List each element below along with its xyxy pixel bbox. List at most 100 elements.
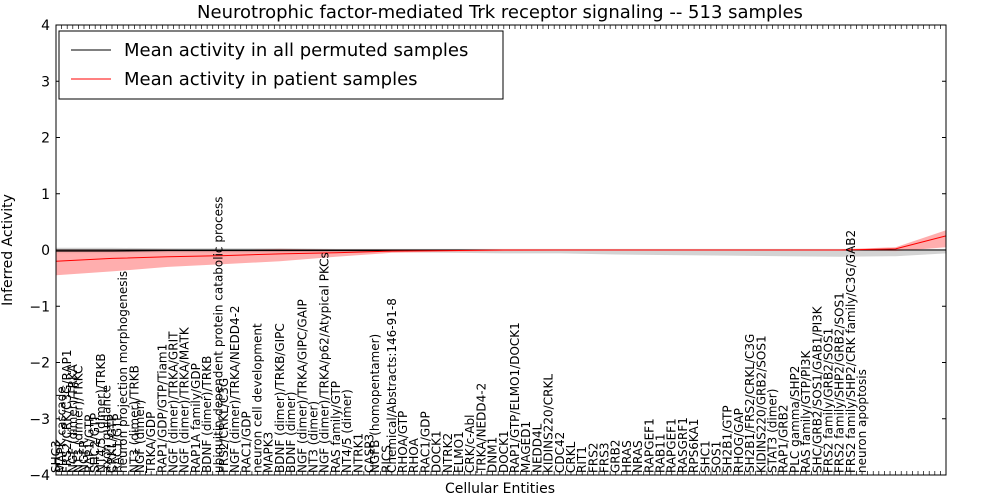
entity-label: RAP1A family/GDP bbox=[189, 363, 203, 473]
entity-label: RICS bbox=[379, 445, 393, 473]
entity-label: neuron projection morphogenesis bbox=[116, 271, 130, 473]
entity-label: HRAS bbox=[620, 440, 634, 473]
entity-label: NGFB (homopentamer) bbox=[368, 334, 382, 473]
entity-label: RASGRF1 bbox=[676, 417, 690, 473]
entity-label: BDNF (dimer) bbox=[284, 392, 298, 474]
entity-label: RAP1/GTP/ELMO1/DOCK1 bbox=[508, 322, 522, 473]
entity-label: RAC1/GDP bbox=[418, 411, 432, 473]
entity-label: RHOA bbox=[407, 437, 421, 473]
entity-label: NT3 (dimer)/TRKB bbox=[127, 365, 141, 473]
entity-label: STAT3 (dimer) bbox=[766, 389, 780, 473]
entity-label: NT3 (dimer)/TRKC bbox=[71, 366, 85, 473]
entity-label: CRKL/GTP bbox=[105, 414, 119, 473]
entity-label: RAPGEF1 bbox=[642, 418, 656, 473]
entity-label: NGF (dimer) bbox=[133, 400, 147, 473]
y-tick-label: −3 bbox=[29, 412, 50, 428]
y-tick-label: −4 bbox=[29, 468, 50, 484]
entity-label: neuron cell development bbox=[251, 323, 265, 473]
entity-label: NT4/5 (dimer)/TRKB bbox=[94, 353, 108, 473]
entity-label: NGF (dimer)/TRKA bbox=[66, 363, 80, 473]
y-tick-label: 0 bbox=[41, 243, 50, 259]
entity-label: CRK/c-Abl bbox=[463, 415, 477, 473]
patient-line bbox=[55, 235, 947, 262]
entity-label: NEDD4L bbox=[530, 423, 544, 473]
entity-label: Chemical/Abstracts:146-91-8 bbox=[385, 298, 399, 473]
entity-label: CASP3 bbox=[363, 434, 377, 473]
entity-label: NGFR bbox=[77, 439, 91, 473]
entity-label: RPS6KA1 bbox=[687, 419, 701, 473]
entity-label: NGF (dimer)/TRKA/GRIT bbox=[167, 331, 181, 473]
entity-label: SHC1 bbox=[698, 440, 712, 473]
entity-label: SH2B1/GTP bbox=[721, 405, 735, 473]
chart-title: Neurotrophic factor-mediated Trk recepto… bbox=[197, 2, 803, 23]
x-axis-title: Cellular Entities bbox=[445, 481, 555, 497]
entity-label: RAC1/GTP bbox=[111, 414, 125, 473]
entity-label: DOCK1 bbox=[497, 430, 511, 473]
y-axis: −4 −3 −2 −1 0 1 2 3 4 bbox=[29, 18, 946, 484]
entity-label: KIDINS220/GRB2/SOS1 bbox=[754, 335, 768, 473]
entity-label: ubiquitin-dependent protein catabolic pr… bbox=[211, 197, 225, 473]
entity-label: CDC42 bbox=[553, 432, 567, 473]
entity-label: RIT1 bbox=[575, 446, 589, 473]
entity-label: RAS family/GTP/PI3K bbox=[799, 350, 813, 473]
entity-label: NTRK1 bbox=[351, 433, 365, 473]
entity-label: FRS2 family/GRB2/SOS1 bbox=[822, 328, 836, 473]
entity-label: ELMO1 bbox=[452, 431, 466, 473]
legend-box bbox=[58, 30, 504, 100]
y-tick-label: 4 bbox=[41, 18, 50, 34]
entity-label: RAS family/GTP bbox=[329, 381, 343, 473]
entity-label: NGF (dimer)/TRKA/MATK bbox=[178, 326, 192, 473]
entity-label: neuron apoptosis bbox=[855, 369, 869, 473]
entity-label: NTRK2 bbox=[441, 433, 455, 473]
entity-label: TRKA/NEDD4-2 bbox=[474, 383, 488, 474]
entity-label: MAPK cascade bbox=[55, 386, 69, 473]
entity-label: RHOG/GAP bbox=[732, 408, 746, 473]
entity-label: NGF (dimer)/TRKA/GIPC/GAIP bbox=[295, 299, 309, 473]
patient-band bbox=[56, 230, 946, 276]
entity-label: CRKL bbox=[564, 441, 578, 473]
entity-label: BDNF (dimer)/TRKB bbox=[200, 356, 214, 473]
entity-label: NGF (dimer)/TRKA/p62/Atypical PKCs bbox=[318, 252, 332, 473]
entity-label: FRS2/CRK/C3G/RAP1 bbox=[60, 350, 74, 473]
entity-label: RAPGEF1 bbox=[665, 418, 679, 473]
entity-label: axon guidance bbox=[99, 385, 113, 473]
plot-area bbox=[55, 25, 947, 475]
entity-label: DOCK1 bbox=[430, 430, 444, 473]
entity-label: DNM1 bbox=[486, 437, 500, 473]
y-tick-label: 2 bbox=[41, 131, 50, 147]
entity-label: SHC2/GTP bbox=[88, 413, 102, 473]
y-tick-label: −1 bbox=[29, 299, 50, 315]
y-tick-label: 3 bbox=[41, 74, 50, 90]
entity-label: RAB11 bbox=[654, 433, 668, 473]
y-tick-label: 1 bbox=[41, 187, 50, 203]
entity-label: FRS2 family/SHP2/GRB2/SOS1 bbox=[833, 292, 847, 473]
entity-label: MAPK3 bbox=[262, 432, 276, 473]
entity-label: RAP1/GRB2 bbox=[777, 405, 791, 473]
y-tick-label: −2 bbox=[29, 356, 50, 372]
entity-label: NT3 (dimer) bbox=[307, 401, 321, 473]
entity-label: FRS3 bbox=[598, 443, 612, 474]
entity-label: MAGED1 bbox=[519, 421, 533, 473]
entity-label: SHC/GRB2/SOS1/GAB1/PI3K bbox=[810, 305, 824, 473]
entity-label: NGF (dimer)/TRKA/NEDD4-2 bbox=[228, 305, 242, 473]
entity-label: TRKA/GDP bbox=[144, 412, 158, 474]
entity-label: RHOA/GTP bbox=[396, 411, 410, 473]
legend-label-permuted: Mean activity in all permuted samples bbox=[124, 40, 468, 61]
entity-label: PLC gamma/SHP2 bbox=[788, 366, 802, 473]
entity-label: SOS1 bbox=[710, 441, 724, 473]
entity-label: FRS2 bbox=[586, 443, 600, 474]
entity-label: RAP1/GDP/GTP/Tiam1 bbox=[155, 344, 169, 473]
entity-label: SH2B1/FRS2/CRKL/C3G bbox=[743, 334, 757, 473]
entity-label: NT4/5 (dimer) bbox=[340, 389, 354, 473]
entity-label: BDNF (dimer)/TRKB/GIPC bbox=[273, 323, 287, 473]
entity-label: RAP1/GTP bbox=[83, 415, 97, 473]
entity-label: NRAS bbox=[631, 440, 645, 473]
entity-label: RAC1/GDP bbox=[239, 411, 253, 473]
entity-label: FRS2/CRKL/C3G bbox=[217, 378, 231, 473]
y-axis-title: Inferred Activity bbox=[0, 194, 16, 306]
entity-label: KIDINS220/CRKL bbox=[542, 374, 556, 473]
entity-label: GRB2 bbox=[609, 439, 623, 473]
legend-label-patient: Mean activity in patient samples bbox=[124, 69, 418, 90]
